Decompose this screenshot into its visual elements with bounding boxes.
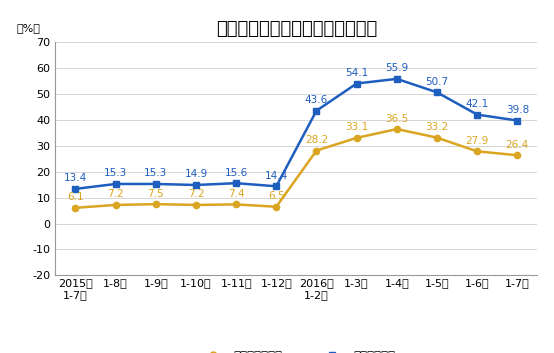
Title: 全国商品房销售面积及销售额增速: 全国商品房销售面积及销售额增速 bbox=[216, 20, 377, 38]
商品房销售面积 bbox=[152, 202, 159, 206]
Text: 6.1: 6.1 bbox=[67, 192, 84, 202]
Text: 15.3: 15.3 bbox=[144, 168, 167, 178]
Text: 33.1: 33.1 bbox=[345, 122, 368, 132]
Text: 27.9: 27.9 bbox=[465, 136, 489, 146]
商品房销售额 bbox=[474, 113, 480, 117]
Text: 7.2: 7.2 bbox=[188, 189, 204, 199]
Text: 50.7: 50.7 bbox=[425, 77, 449, 87]
Line: 商品房销售面积: 商品房销售面积 bbox=[73, 126, 520, 211]
商品房销售额 bbox=[273, 184, 280, 189]
Text: 15.6: 15.6 bbox=[224, 168, 248, 178]
Text: 33.2: 33.2 bbox=[425, 122, 449, 132]
商品房销售额 bbox=[353, 82, 360, 86]
商品房销售额 bbox=[393, 77, 400, 81]
Text: 39.8: 39.8 bbox=[506, 105, 529, 115]
商品房销售面积 bbox=[434, 136, 440, 140]
商品房销售面积 bbox=[313, 149, 320, 153]
商品房销售面积 bbox=[393, 127, 400, 131]
商品房销售额 bbox=[313, 109, 320, 113]
Text: 43.6: 43.6 bbox=[305, 95, 328, 105]
Line: 商品房销售额: 商品房销售额 bbox=[73, 76, 520, 192]
商品房销售额 bbox=[152, 182, 159, 186]
Text: 15.3: 15.3 bbox=[104, 168, 127, 178]
商品房销售面积 bbox=[233, 202, 239, 207]
商品房销售面积 bbox=[273, 205, 280, 209]
商品房销售额 bbox=[434, 90, 440, 95]
商品房销售额 bbox=[514, 118, 521, 122]
Text: 14.9: 14.9 bbox=[184, 169, 208, 179]
商品房销售面积 bbox=[514, 153, 521, 157]
Text: 28.2: 28.2 bbox=[305, 135, 328, 145]
Text: 6.5: 6.5 bbox=[268, 191, 285, 201]
商品房销售面积 bbox=[193, 203, 199, 207]
Legend: 商品房销售面积, 商品房销售额: 商品房销售面积, 商品房销售额 bbox=[193, 345, 400, 353]
Text: 7.2: 7.2 bbox=[107, 189, 124, 199]
商品房销售面积 bbox=[353, 136, 360, 140]
Text: 7.5: 7.5 bbox=[147, 189, 164, 199]
Text: （%）: （%） bbox=[17, 23, 40, 33]
商品房销售额 bbox=[233, 181, 239, 185]
Text: 14.4: 14.4 bbox=[265, 171, 288, 181]
Text: 54.1: 54.1 bbox=[345, 68, 368, 78]
Text: 26.4: 26.4 bbox=[506, 140, 529, 150]
商品房销售面积 bbox=[474, 149, 480, 154]
Text: 42.1: 42.1 bbox=[465, 99, 489, 109]
商品房销售额 bbox=[193, 183, 199, 187]
商品房销售额 bbox=[72, 187, 79, 191]
Text: 55.9: 55.9 bbox=[385, 63, 408, 73]
商品房销售额 bbox=[112, 182, 119, 186]
商品房销售面积 bbox=[72, 206, 79, 210]
Text: 7.4: 7.4 bbox=[228, 189, 244, 199]
Text: 13.4: 13.4 bbox=[64, 173, 87, 183]
Text: 36.5: 36.5 bbox=[385, 114, 408, 124]
商品房销售面积 bbox=[112, 203, 119, 207]
